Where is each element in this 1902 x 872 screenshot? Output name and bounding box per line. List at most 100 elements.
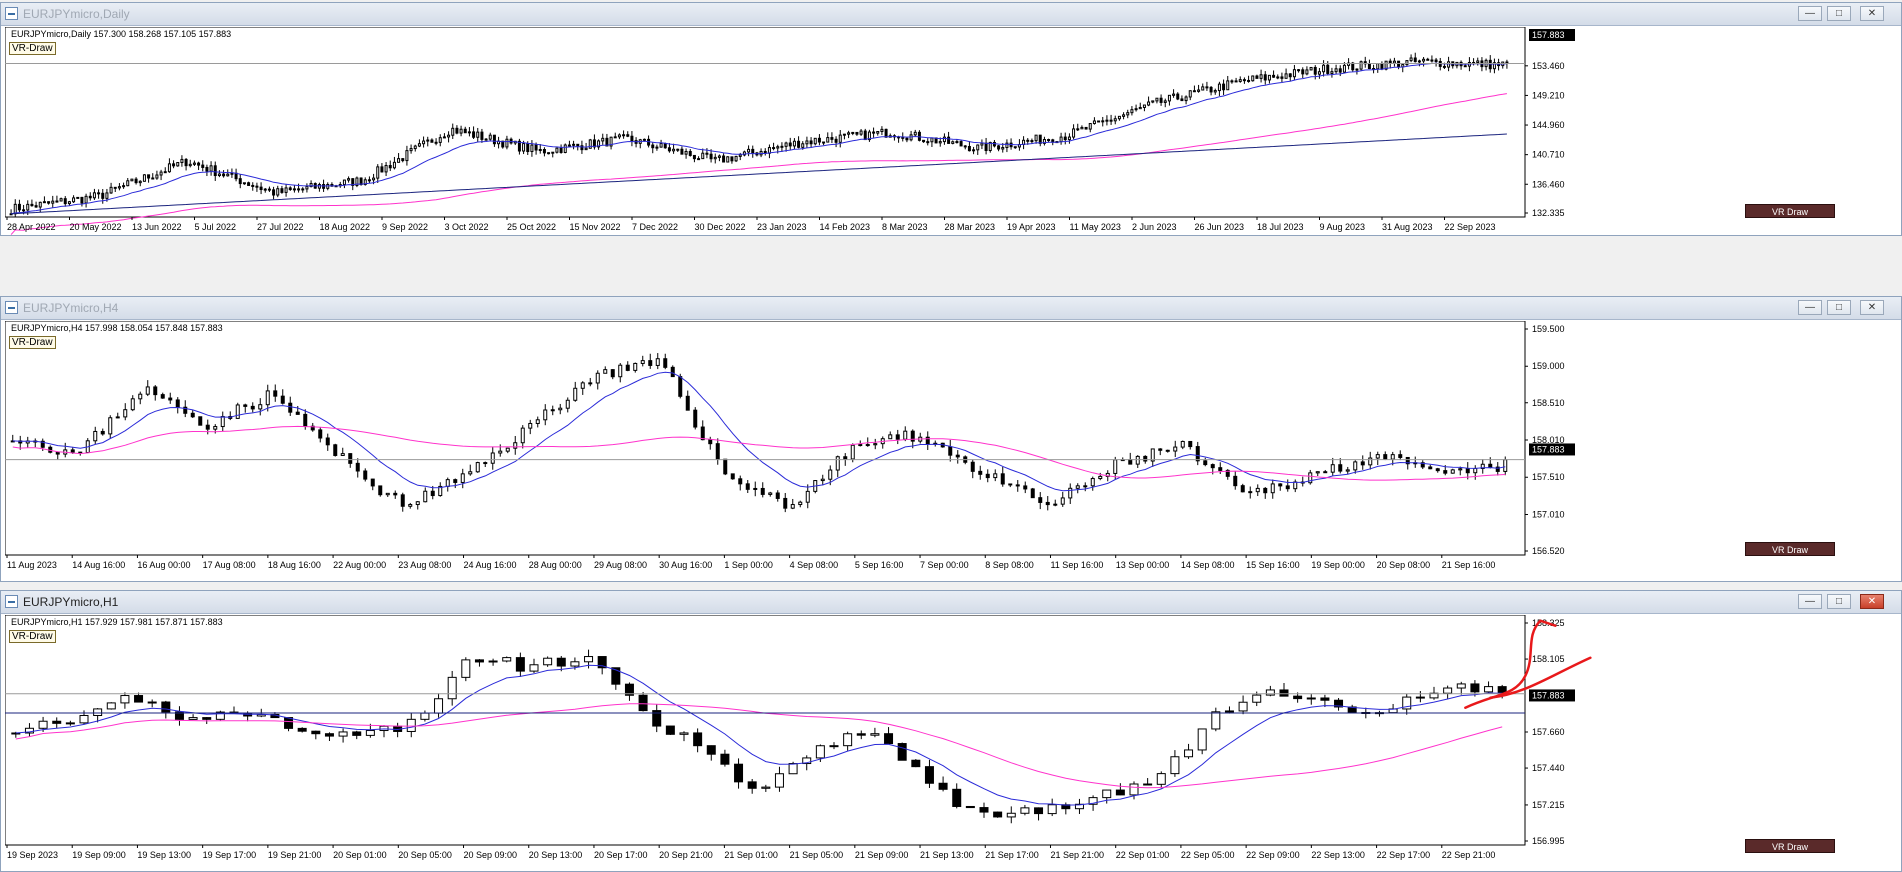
candle-body <box>693 409 698 428</box>
candle-body <box>34 205 38 208</box>
chart-window-h4[interactable]: EURJPYmicro,H4 — □ ✕ 156.520 157.010 157.5… <box>0 296 1902 582</box>
candle-body <box>251 184 255 187</box>
candle-body <box>1013 146 1017 149</box>
vr-draw-label[interactable]: VR-Draw <box>9 42 56 55</box>
chart-window-h1[interactable]: EURJPYmicro,H1 — □ ✕ 156.995 157.215 157.4… <box>0 590 1902 872</box>
window-titlebar[interactable]: EURJPYmicro,Daily — □ ✕ <box>1 3 1901 26</box>
candle-body <box>697 158 701 161</box>
candle-body <box>647 138 651 146</box>
candle-body <box>828 469 833 480</box>
candle-body <box>924 766 934 784</box>
candle-body <box>1211 711 1221 730</box>
candle-body <box>1376 63 1380 70</box>
candle-body <box>475 462 480 473</box>
candle-body <box>1233 475 1238 487</box>
candle-body <box>830 137 834 140</box>
candle-body <box>453 479 458 483</box>
candle-body <box>601 137 605 142</box>
minimize-button[interactable]: — <box>1798 594 1822 609</box>
minimize-button[interactable]: — <box>1798 300 1822 315</box>
candle-body <box>925 436 930 445</box>
candle-body <box>123 409 128 418</box>
chart-window-daily[interactable]: EURJPYmicro,Daily — □ ✕ 132.335 136.460 14… <box>0 2 1902 236</box>
time-axis-label: 22 Sep 17:00 <box>1377 850 1431 860</box>
candle-body <box>976 144 980 151</box>
candle-body <box>1060 497 1065 505</box>
chart-canvas[interactable]: 156.995 157.215 157.440 157.660 157.883 158.1… <box>5 615 1898 871</box>
candle-body <box>340 453 345 456</box>
time-axis-label: 8 Sep 08:00 <box>985 560 1034 570</box>
candle-body <box>888 434 893 440</box>
candle-body <box>980 142 984 146</box>
maximize-button[interactable]: □ <box>1827 6 1851 21</box>
vr-draw-button[interactable]: VR Draw <box>1745 542 1835 556</box>
candle-body <box>1359 61 1363 70</box>
candle-body <box>1443 687 1453 694</box>
price-chart-h1[interactable]: 156.995 157.215 157.440 157.660 157.883 158.1… <box>5 615 1898 871</box>
time-axis-label: 21 Sep 05:00 <box>790 850 844 860</box>
candle-body <box>72 197 76 203</box>
candle-body <box>768 492 773 495</box>
chart-canvas[interactable]: 132.335 136.460 140.710 144.960 149.210 153.4… <box>5 27 1898 235</box>
candle-body <box>333 444 338 456</box>
candle-body <box>365 730 375 736</box>
close-button[interactable]: ✕ <box>1860 594 1884 609</box>
candle-body <box>447 134 451 138</box>
candle-body <box>1252 694 1262 703</box>
candle-body <box>580 382 585 389</box>
price-axis-label: 159.000 <box>1532 361 1565 371</box>
vr-draw-button[interactable]: VR Draw <box>1745 839 1835 853</box>
candle-body <box>76 196 80 199</box>
candle-body <box>588 139 592 149</box>
close-button[interactable]: ✕ <box>1860 300 1884 315</box>
candle-body <box>1142 104 1146 108</box>
price-chart-daily[interactable]: 132.335 136.460 140.710 144.960 149.210 153.4… <box>5 27 1898 235</box>
candle-body <box>1234 80 1238 83</box>
vr-draw-label[interactable]: VR-Draw <box>9 630 56 643</box>
candle-body <box>1135 455 1140 465</box>
candle-body <box>911 759 921 768</box>
time-axis-label: 19 Sep 13:00 <box>137 850 191 860</box>
window-titlebar[interactable]: EURJPYmicro,H4 — □ ✕ <box>1 297 1901 320</box>
candle-body <box>680 148 684 155</box>
candle-body <box>234 172 238 180</box>
candle-body <box>1217 83 1221 92</box>
candle-body <box>417 143 421 147</box>
candle-body <box>1430 59 1434 62</box>
close-button[interactable]: ✕ <box>1860 6 1884 21</box>
candle-body <box>188 717 198 720</box>
candle-body <box>1097 120 1101 123</box>
time-axis-label: 28 Apr 2022 <box>7 222 56 232</box>
candle-body <box>1156 773 1166 785</box>
window-titlebar[interactable]: EURJPYmicro,H1 — □ ✕ <box>1 591 1901 614</box>
candle-body <box>447 676 457 700</box>
time-axis-label: 9 Sep 2022 <box>382 222 428 232</box>
time-axis-label: 11 Aug 2023 <box>7 560 57 570</box>
price-axis-label: 140.710 <box>1532 150 1565 160</box>
maximize-button[interactable]: □ <box>1827 594 1851 609</box>
candle-body <box>528 422 533 429</box>
candle-body <box>67 201 71 205</box>
vr-draw-button[interactable]: VR Draw <box>1745 204 1835 218</box>
candle-body <box>792 140 796 147</box>
candle-body <box>1255 75 1259 79</box>
candle-body <box>70 449 75 453</box>
current-price-box <box>1529 689 1575 702</box>
candle-body <box>38 720 48 729</box>
maximize-button[interactable]: □ <box>1827 300 1851 315</box>
candle-body <box>172 163 176 167</box>
candle-body <box>529 664 539 672</box>
vr-draw-label[interactable]: VR-Draw <box>9 336 56 349</box>
candle-body <box>1128 459 1133 465</box>
minimize-button[interactable]: — <box>1798 6 1822 21</box>
candle-body <box>1067 136 1071 141</box>
candle-body <box>1488 59 1492 70</box>
candle-body <box>706 745 716 755</box>
price-chart-h4[interactable]: 156.520 157.010 157.510 157.883 158.010 158.5… <box>5 321 1898 581</box>
time-axis-label: 17 Aug 08:00 <box>203 560 256 570</box>
candle-body <box>963 145 967 148</box>
candle-body <box>738 154 742 157</box>
time-axis-label: 15 Sep 16:00 <box>1246 560 1300 570</box>
candle-body <box>426 139 430 142</box>
